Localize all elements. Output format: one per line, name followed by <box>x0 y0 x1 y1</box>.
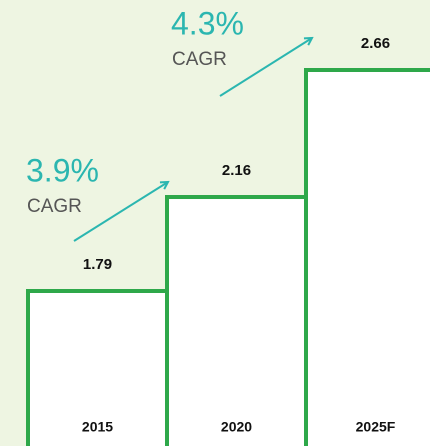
x-tick-label: 2020 <box>221 419 252 435</box>
cagr-rate: 4.3% <box>171 5 244 41</box>
value-label: 2.66 <box>361 35 390 52</box>
bar <box>26 289 169 446</box>
x-tick-label: 2025F <box>356 419 396 435</box>
bar <box>304 68 430 446</box>
value-label: 1.79 <box>83 256 112 273</box>
x-tick-label: 2015 <box>82 419 113 435</box>
cagr-label: CAGR <box>27 196 82 217</box>
cagr-arrow <box>73 182 168 242</box>
cagr-rate: 3.9% <box>26 152 99 188</box>
cagr-label: CAGR <box>172 49 227 70</box>
bar <box>165 195 308 446</box>
value-label: 2.16 <box>222 162 251 179</box>
cagr-arrow <box>219 38 312 97</box>
